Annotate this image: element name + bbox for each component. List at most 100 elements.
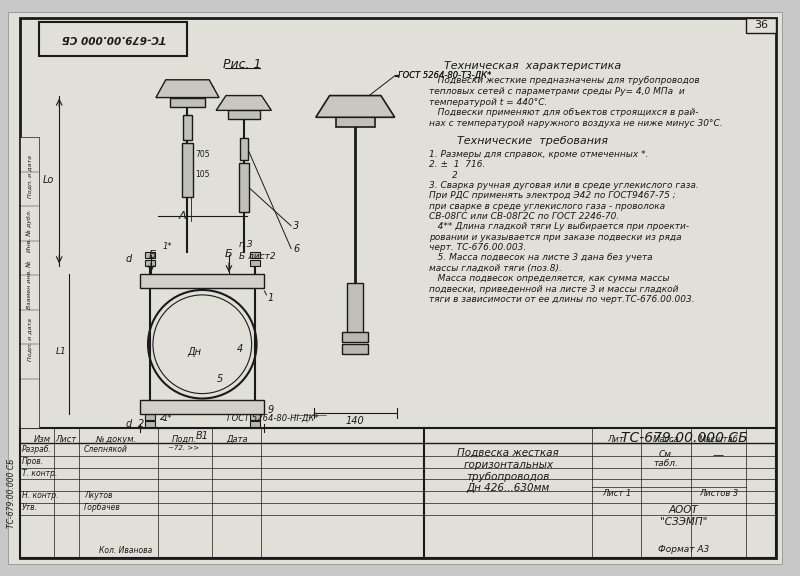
Text: 105: 105 — [195, 169, 210, 179]
Bar — [250, 421, 259, 427]
Text: 4** Длина гладкой тяги Lу выбирается при проекти-: 4** Длина гладкой тяги Lу выбирается при… — [430, 222, 690, 232]
Text: ГОСТ 5264-80-НI-ДК*: ГОСТ 5264-80-НI-ДК* — [227, 414, 318, 422]
Polygon shape — [216, 96, 271, 111]
Bar — [20, 137, 39, 428]
Text: 7: 7 — [207, 86, 214, 96]
Bar — [145, 252, 155, 259]
Bar — [250, 260, 259, 266]
Text: трубопроводов: трубопроводов — [466, 472, 550, 482]
Text: Лкутов: Лкутов — [84, 491, 112, 501]
Text: тепловых сетей с параметрами среды Ру= 4,0 МПа  и: тепловых сетей с параметрами среды Ру= 4… — [430, 87, 685, 96]
Bar — [145, 421, 155, 427]
Bar — [250, 414, 259, 420]
Text: АООТ: АООТ — [669, 505, 698, 515]
Text: 8: 8 — [370, 103, 376, 112]
Bar — [342, 332, 368, 342]
Text: Лист: Лист — [55, 435, 77, 444]
Text: тяги в зависимости от ее длины по черт.ТС-676.00.003.: тяги в зависимости от ее длины по черт.Т… — [430, 295, 695, 304]
Bar — [335, 118, 375, 127]
Text: 2: 2 — [138, 419, 144, 429]
Text: B1: B1 — [196, 431, 209, 441]
Text: СВ-08ГС или СВ-08Г2С по ГОСТ 2246-70.: СВ-08ГС или СВ-08Г2С по ГОСТ 2246-70. — [430, 212, 619, 221]
Text: Рис. 1: Рис. 1 — [222, 58, 261, 71]
Bar — [182, 115, 193, 140]
Text: "СЗЭМП": "СЗЭМП" — [660, 517, 707, 527]
Text: Дн: Дн — [187, 347, 202, 357]
Bar — [20, 428, 776, 558]
Text: ~72. >>: ~72. >> — [168, 445, 199, 451]
Text: 5. Масса подвесок на листе 3 дана без учета: 5. Масса подвесок на листе 3 дана без уч… — [430, 253, 653, 263]
Text: Подп. и дата: Подп. и дата — [27, 318, 32, 361]
Text: Подвеска жесткая: Подвеска жесткая — [458, 448, 559, 458]
Polygon shape — [316, 96, 394, 118]
Text: 3. Сварка ручная дуговая или в среде углекислого газа.: 3. Сварка ручная дуговая или в среде угл… — [430, 181, 699, 190]
Bar — [140, 274, 265, 288]
Text: Лит.: Лит. — [607, 435, 626, 444]
Text: 2: 2 — [159, 412, 166, 422]
Bar — [347, 283, 363, 338]
Bar — [240, 138, 248, 160]
Text: Лист 1: Лист 1 — [602, 489, 631, 498]
Text: Горбачев: Горбачев — [84, 503, 121, 512]
Text: А: А — [178, 211, 186, 221]
Text: 1: 1 — [267, 293, 274, 303]
Text: 1*: 1* — [163, 414, 173, 423]
Text: Формат А3: Формат А3 — [658, 544, 710, 554]
Bar — [182, 143, 194, 197]
Text: 4: 4 — [237, 344, 243, 354]
Text: 1. Размеры для справок, кроме отмеченных *.: 1. Размеры для справок, кроме отмеченных… — [430, 150, 649, 159]
Text: 5: 5 — [217, 374, 223, 384]
Bar — [228, 111, 259, 119]
Text: 6: 6 — [293, 244, 299, 253]
Text: Техническая  характеристика: Техническая характеристика — [444, 61, 622, 71]
Text: массы гладкой тяги (поз.8).: массы гладкой тяги (поз.8). — [430, 264, 562, 273]
Text: Технические  требования: Технические требования — [458, 136, 608, 146]
Text: табл.: табл. — [654, 458, 678, 468]
Text: Масса подвесок определяется, как сумма массы: Масса подвесок определяется, как сумма м… — [430, 274, 670, 283]
Text: Пров.: Пров. — [22, 457, 44, 466]
Bar — [342, 344, 368, 354]
Text: Подвески применяют для объектов строящихся в рай-: Подвески применяют для объектов строящих… — [430, 108, 698, 118]
Text: Масса: Масса — [653, 435, 679, 444]
Text: См.: См. — [658, 450, 674, 459]
Text: —: — — [713, 450, 724, 460]
Text: ГОСТ 5264-80-Т3-ДК*: ГОСТ 5264-80-Т3-ДК* — [398, 71, 491, 80]
Text: Слепнякой: Слепнякой — [84, 445, 128, 454]
Text: Подп. и дата: Подп. и дата — [27, 155, 32, 198]
Text: 2: 2 — [430, 170, 458, 180]
Text: ТС-679.00.000 СБ: ТС-679.00.000 СБ — [7, 458, 16, 528]
Text: Дн 426...630мм: Дн 426...630мм — [466, 483, 550, 494]
Bar — [145, 260, 155, 266]
Text: Подп.: Подп. — [172, 435, 197, 444]
Text: Дата: Дата — [226, 435, 248, 444]
Text: 9: 9 — [267, 406, 274, 415]
Text: горизонтальных: горизонтальных — [463, 460, 554, 469]
Text: Инв. № дубл.: Инв. № дубл. — [26, 209, 33, 252]
Bar — [250, 252, 259, 259]
Text: 2. ±  1  716.: 2. ± 1 716. — [430, 160, 486, 169]
Text: 1*: 1* — [163, 242, 173, 251]
Text: ровании и указывается при заказе подвески из ряда: ровании и указывается при заказе подвеск… — [430, 233, 682, 242]
Text: п.З: п.З — [239, 240, 254, 249]
Text: Н. контр.: Н. контр. — [22, 491, 58, 501]
Bar — [140, 400, 265, 414]
Text: Изм: Изм — [34, 435, 51, 444]
Text: Подвески жесткие предназначены для трубопроводов: Подвески жесткие предназначены для трубо… — [430, 76, 700, 85]
Bar — [39, 21, 187, 56]
Text: Разраб.: Разраб. — [22, 445, 51, 454]
Text: Lо: Lо — [43, 176, 54, 185]
Text: ТС-679.00.000 СБ: ТС-679.00.000 СБ — [621, 431, 747, 445]
Text: ГОСТ 5264-80-Т3-ДК*: ГОСТ 5264-80-Т3-ДК* — [398, 71, 491, 80]
Text: Т. контр.: Т. контр. — [22, 469, 57, 478]
Text: 705: 705 — [195, 150, 210, 159]
Text: Утв.: Утв. — [22, 503, 38, 512]
Bar — [145, 414, 155, 420]
Text: при сварке в среде углекислого газа - проволока: при сварке в среде углекислого газа - пр… — [430, 202, 666, 211]
Text: подвески, приведенной на листе 3 и массы гладкой: подвески, приведенной на листе 3 и массы… — [430, 285, 678, 294]
Text: d: d — [125, 419, 131, 429]
Text: Взамен инв. №: Взамен инв. № — [27, 261, 32, 309]
Bar — [170, 97, 206, 107]
Text: 36: 36 — [754, 20, 768, 29]
Text: При РДС применять электрод Э42 по ГОСТ9467-75 ;: При РДС применять электрод Э42 по ГОСТ94… — [430, 191, 676, 200]
Text: нах с температурой наружного воздуха не ниже минус 30°С.: нах с температурой наружного воздуха не … — [430, 119, 723, 128]
